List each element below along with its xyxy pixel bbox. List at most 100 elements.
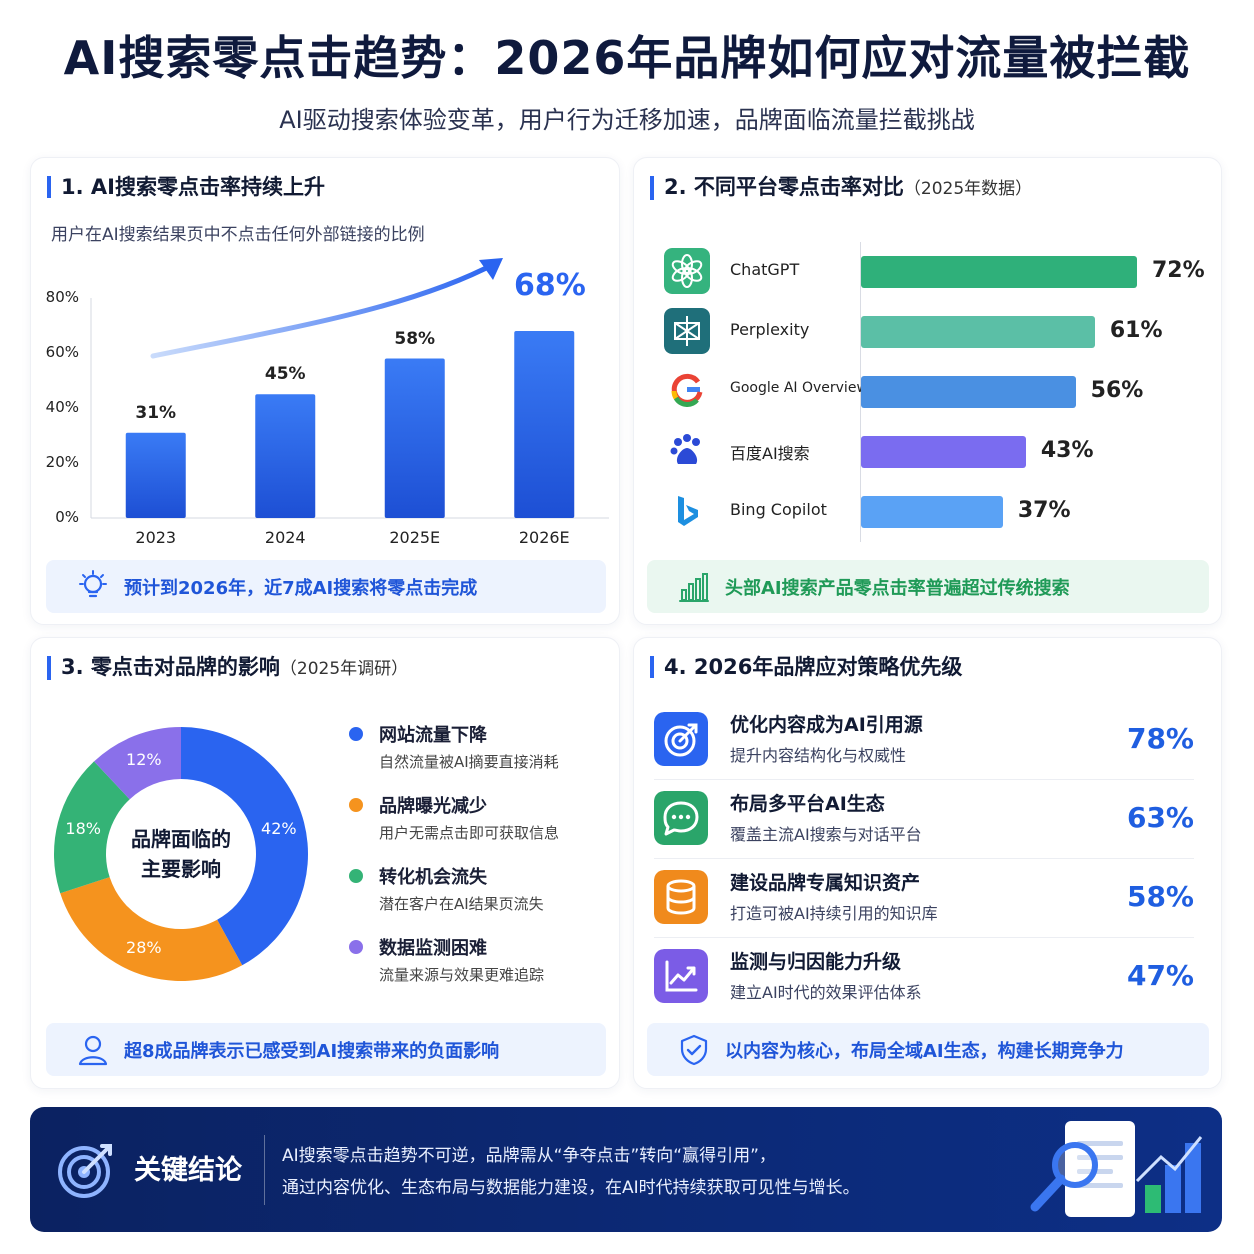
platform-value-label: 56%	[1090, 378, 1144, 403]
panel-brand-impact: 3. 零点击对品牌的影响（2025年调研） 品牌面临的 主要影响 42% 28% 1…	[30, 637, 620, 1089]
lightbulb-icon	[79, 569, 107, 597]
panel-title-text: 3. 零点击对品牌的影响	[61, 655, 280, 679]
x-tick-label: 2026E	[518, 528, 570, 547]
platform-bar	[861, 436, 1026, 468]
database-icon	[654, 870, 708, 924]
legend-dot	[349, 798, 363, 812]
legend-subtitle: 自然流量被AI摘要直接消耗	[379, 753, 559, 771]
panel-strategy-priority: 4. 2026年品牌应对策略优先级 优化内容成为AI引用源 提升内容结构化与权威性…	[633, 637, 1222, 1089]
bar	[514, 331, 575, 518]
strategy-subtitle: 建立AI时代的效果评估体系	[730, 983, 922, 1002]
donut-center-line1: 品牌面临的	[131, 827, 231, 851]
platform-bar	[861, 316, 1095, 348]
strategy-row: 优化内容成为AI引用源 提升内容结构化与权威性 78%	[654, 702, 1194, 780]
panel1-banner: 预计到2026年，近7成AI搜索将零点击完成	[46, 560, 606, 613]
conclusion-line-2: 通过内容优化、生态布局与数据能力建设，在AI时代持续获取可见性与增长。	[282, 1178, 860, 1198]
platform-name: ChatGPT	[730, 260, 800, 279]
page-subtitle: AI驱动搜索体验变革，用户行为迁移加速，品牌面临流量拦截挑战	[279, 106, 975, 134]
panel2-banner-text: 头部AI搜索产品零点击率普遍超过传统搜索	[725, 577, 1070, 599]
impact-donut-chart: 品牌面临的 主要影响 42% 28% 18% 12%	[31, 638, 331, 1018]
platform-value-label: 43%	[1040, 438, 1094, 463]
legend-dot	[349, 727, 363, 741]
x-tick-label: 2024	[264, 528, 306, 547]
x-tick-label: 2025E	[389, 528, 441, 547]
bar-value-label: 58%	[394, 328, 436, 349]
slice-value-label: 12%	[126, 750, 162, 770]
panel2-banner: 头部AI搜索产品零点击率普遍超过传统搜索	[647, 560, 1209, 613]
platform-bar-chart: ChatGPT 72% Perplexity 61% Google AI Overvie…	[634, 242, 1224, 546]
x-tick-label: 2023	[135, 528, 177, 547]
platform-bar	[861, 376, 1076, 408]
bar	[255, 394, 316, 518]
platform-row: Google AI Overview 56%	[634, 366, 1224, 416]
donut-slice	[181, 727, 308, 966]
panel-title: 3. 零点击对品牌的影响（2025年调研）	[47, 656, 408, 680]
platform-row: 百度AI搜索 43%	[634, 426, 1224, 476]
legend-title: 转化机会流失	[379, 867, 487, 888]
panel-title: 1. AI搜索零点击率持续上升	[47, 176, 325, 198]
slice-value-label: 42%	[261, 818, 297, 838]
user-icon	[78, 1035, 108, 1065]
strategy-value: 78%	[1126, 722, 1194, 755]
page-title: AI搜索零点击趋势：2026年品牌如何应对流量被拦截	[63, 31, 1191, 85]
legend-dot	[349, 940, 363, 954]
strategy-row: 建设品牌专属知识资产 打造可被AI持续引用的知识库 58%	[654, 860, 1194, 938]
slice-value-label: 18%	[65, 818, 101, 838]
panel-title-note: （2025年数据）	[903, 179, 1033, 199]
panel-platform-comparison: 2. 不同平台零点击率对比（2025年数据） ChatGPT 72% Perplex…	[633, 157, 1222, 625]
strategy-value: 47%	[1126, 959, 1194, 992]
panel1-banner-text: 预计到2026年，近7成AI搜索将零点击完成	[124, 577, 478, 599]
perplexity-icon	[664, 308, 710, 354]
platform-bar	[861, 256, 1137, 288]
panel3-banner-text: 超8成品牌表示已感受到AI搜索带来的负面影响	[124, 1040, 500, 1062]
zero-click-bar-chart: 0% 20% 40% 60% 80% 31% 2023 45% 2024 58% 2025E 2026…	[31, 158, 621, 558]
platform-name: Perplexity	[730, 320, 810, 339]
chart-axis-line	[860, 242, 861, 542]
bing-icon	[678, 496, 698, 526]
shield-check-icon	[680, 1034, 708, 1065]
donut-center-label: 品牌面临的 主要影响	[121, 824, 241, 884]
strategy-title: 布局多平台AI生态	[730, 793, 885, 815]
panel4-banner: 以内容为核心，布局全域AI生态，构建长期竞争力	[647, 1023, 1209, 1076]
legend-title: 网站流量下降	[379, 725, 487, 746]
chat-icon	[654, 791, 708, 845]
strategy-subtitle: 覆盖主流AI搜索与对话平台	[730, 825, 922, 844]
trend-arrow	[150, 260, 499, 359]
donut-center-line2: 主要影响	[141, 857, 221, 881]
legend-subtitle: 流量来源与效果更难追踪	[379, 966, 545, 984]
legend-subtitle: 潜在客户在AI结果页流失	[379, 895, 544, 913]
strategy-value: 58%	[1126, 880, 1194, 913]
strategy-value: 63%	[1126, 801, 1194, 834]
strategy-subtitle: 提升内容结构化与权威性	[730, 746, 907, 765]
strategy-row: 布局多平台AI生态覆盖主流AI搜索与对话平台 63%	[654, 781, 1194, 859]
legend-title: 品牌曝光减少	[379, 796, 487, 817]
panel-title: 4. 2026年品牌应对策略优先级	[650, 656, 962, 678]
trend-arrowhead	[479, 258, 503, 280]
strategy-title: 优化内容成为AI引用源	[730, 714, 923, 736]
panel-description: 用户在AI搜索结果页中不点击任何外部链接的比例	[51, 225, 425, 245]
donut-slice	[60, 877, 243, 981]
panel3-banner: 超8成品牌表示已感受到AI搜索带来的负面影响	[46, 1023, 606, 1076]
key-conclusion-banner: 关键结论 AI搜索零点击趋势不可逆，品牌需从“争夺点击”转向“赢得引用”， 通过…	[30, 1107, 1222, 1232]
strategy-title: 建设品牌专属知识资产	[730, 872, 921, 894]
platform-name: Bing Copilot	[730, 500, 827, 519]
bar	[125, 432, 186, 518]
platform-row: Bing Copilot 37%	[634, 486, 1224, 536]
bar-value-label: 45%	[264, 364, 306, 385]
panel4-banner-text: 以内容为核心，布局全域AI生态，构建长期竞争力	[725, 1040, 1124, 1062]
conclusion-title: 关键结论	[134, 1155, 242, 1186]
platform-value-label: 72%	[1152, 258, 1205, 283]
google-icon	[671, 373, 703, 407]
platform-bar	[861, 496, 1003, 528]
bar	[384, 358, 445, 518]
highlight-value: 68%	[514, 268, 586, 303]
y-tick-label: 20%	[45, 453, 79, 471]
strategy-subtitle: 打造可被AI持续引用的知识库	[730, 904, 938, 923]
target-icon	[654, 712, 708, 766]
chart-line-icon	[654, 949, 708, 1003]
platform-name: Google AI Overview	[730, 380, 868, 396]
baidu-icon	[670, 434, 700, 464]
conclusion-divider	[264, 1135, 265, 1205]
panel-zero-click-trend: 1. AI搜索零点击率持续上升 用户在AI搜索结果页中不点击任何外部链接的比例 …	[30, 157, 620, 625]
legend-title: 数据监测困难	[379, 938, 487, 959]
